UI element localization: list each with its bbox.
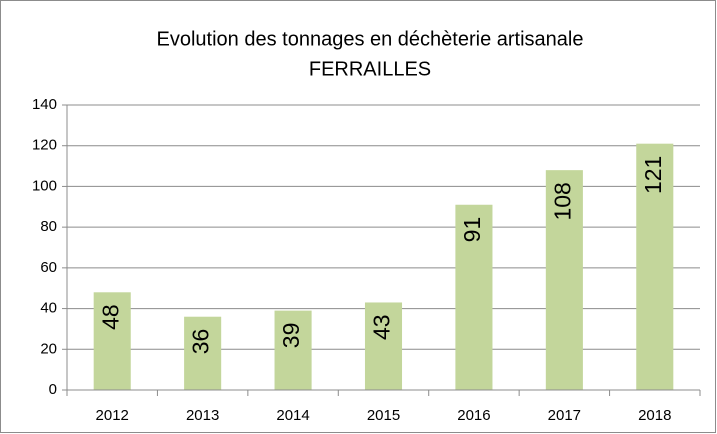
bar (274, 310, 312, 390)
bar (184, 316, 222, 390)
y-tick-label: 100 (32, 177, 57, 194)
y-tick-label: 0 (49, 381, 57, 398)
bar (364, 302, 403, 390)
value-label: 108 (549, 182, 575, 220)
value-label: 39 (278, 323, 304, 349)
x-tick-label: 2013 (186, 407, 219, 424)
bar (455, 204, 493, 390)
value-label: 36 (188, 329, 214, 355)
y-tick-label: 20 (40, 340, 57, 357)
chart-subtitle: FERRAILLES (309, 58, 431, 80)
bar (93, 292, 131, 390)
y-tick-label: 40 (40, 300, 57, 317)
x-tick-label: 2015 (367, 407, 400, 424)
x-tick-label: 2016 (457, 407, 490, 424)
bar (545, 170, 583, 390)
value-label: 121 (640, 156, 666, 194)
x-tick-label: 2014 (276, 407, 309, 424)
value-label: 48 (97, 304, 123, 330)
x-tick-label: 2012 (96, 407, 129, 424)
y-tick-label: 80 (40, 218, 57, 235)
bar (636, 143, 674, 390)
x-tick-label: 2018 (638, 407, 671, 424)
y-tick-label: 120 (32, 137, 57, 154)
x-tick-label: 2017 (548, 407, 581, 424)
chart-title: Evolution des tonnages en déchèterie art… (157, 28, 584, 50)
value-label: 91 (459, 217, 485, 243)
y-tick-label: 60 (40, 259, 57, 276)
y-tick-label: 140 (32, 96, 57, 113)
value-label: 43 (369, 314, 395, 340)
